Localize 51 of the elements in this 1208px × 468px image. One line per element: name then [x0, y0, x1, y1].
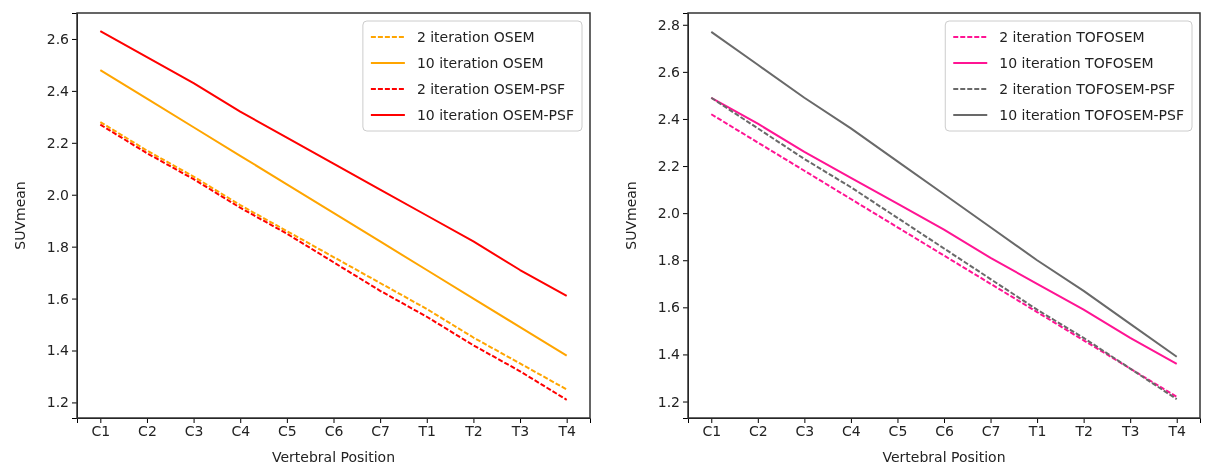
- x-tick-label: C6: [324, 422, 344, 439]
- x-tick-label: C7: [371, 422, 390, 439]
- x-tick-label: T4: [1167, 422, 1187, 439]
- x-tick-label: C4: [842, 422, 861, 439]
- legend-label: 2 iteration OSEM: [416, 29, 535, 45]
- x-tick-label: C6: [935, 422, 954, 439]
- x-tick-label: T1: [417, 422, 437, 439]
- legend-label: 10 iteration TOFOSEM-PSF: [999, 107, 1184, 123]
- x-tick-label: C1: [91, 422, 111, 439]
- legend-label: 2 iteration TOFOSEM-PSF: [999, 81, 1176, 97]
- x-tick-label: C3: [184, 422, 204, 439]
- x-tick-label: C4: [231, 422, 251, 439]
- x-tick-label: T4: [557, 422, 576, 439]
- legend-label: 10 iteration OSEM-PSF: [416, 107, 574, 123]
- x-tick-label: C1: [702, 422, 722, 439]
- y-tick-label: 2.8: [657, 16, 680, 33]
- y-axis-title: SUVmean: [12, 181, 28, 250]
- legend-label: 10 iteration TOFOSEM: [999, 55, 1154, 71]
- x-tick-label: C5: [888, 422, 908, 439]
- x-axis-title: Vertebral Position: [882, 449, 1006, 465]
- y-tick-label: 1.6: [657, 299, 681, 316]
- y-tick-label: 1.4: [657, 346, 681, 363]
- x-tick-label: T1: [1027, 422, 1047, 439]
- x-tick-label: C2: [138, 422, 157, 439]
- y-tick-label: 2.6: [46, 30, 70, 47]
- y-tick-label: 2.2: [46, 134, 69, 151]
- y-axis-title: SUVmean: [623, 181, 639, 250]
- y-tick-label: 1.6: [46, 290, 70, 307]
- y-tick-label: 1.2: [46, 394, 69, 411]
- y-tick-label: 1.2: [657, 393, 680, 410]
- legend-label: 10 iteration OSEM: [416, 55, 544, 71]
- x-tick-label: T2: [464, 422, 483, 439]
- x-tick-label: C3: [795, 422, 815, 439]
- x-tick-label: C7: [981, 422, 1001, 439]
- x-axis-title: Vertebral Position: [271, 449, 396, 465]
- legend-label: 2 iteration OSEM-PSF: [416, 81, 566, 97]
- y-tick-label: 2.0: [657, 205, 680, 222]
- x-tick-label: T3: [510, 422, 530, 439]
- y-tick-label: 2.6: [657, 63, 681, 80]
- legend-label: 2 iteration TOFOSEM: [999, 29, 1145, 45]
- x-tick-label: C2: [748, 422, 768, 439]
- y-tick-label: 1.8: [657, 252, 680, 269]
- x-tick-label: T2: [1074, 422, 1093, 439]
- y-tick-label: 2.4: [46, 82, 70, 99]
- x-tick-label: C5: [278, 422, 297, 439]
- y-tick-label: 2.0: [46, 186, 69, 203]
- x-tick-label: T3: [1120, 422, 1140, 439]
- y-tick-label: 1.4: [46, 342, 70, 359]
- y-tick-label: 2.2: [657, 158, 680, 175]
- y-tick-label: 1.8: [46, 238, 69, 255]
- y-tick-label: 2.4: [657, 110, 681, 127]
